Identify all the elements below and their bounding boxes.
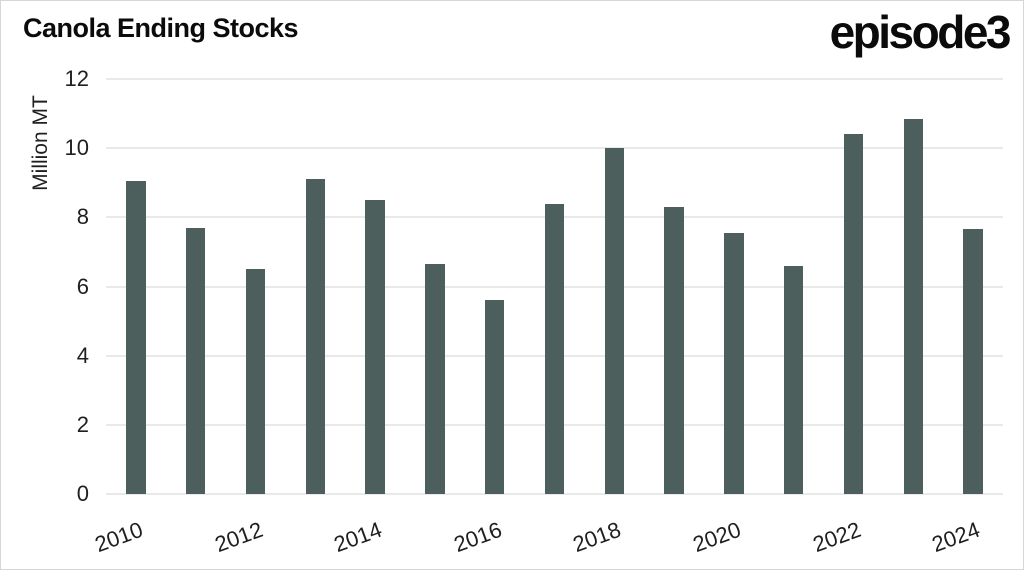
y-tick-label-12: 12 — [64, 66, 89, 91]
gridline-y-10 — [106, 147, 1003, 150]
x-tick-label-2012: 2012 — [211, 516, 266, 558]
bar-2016 — [484, 300, 505, 494]
episode3-logo: episode3 — [829, 6, 1012, 58]
bar-2021 — [783, 265, 804, 494]
y-tick-label-4: 4 — [76, 342, 89, 368]
bar-2014 — [365, 200, 385, 494]
x-tick-label-2010: 2010 — [91, 516, 146, 558]
bar-2020 — [724, 232, 744, 494]
bar-2015 — [425, 264, 445, 494]
bar-2011 — [185, 227, 206, 494]
y-tick-label-0: 0 — [76, 481, 89, 506]
bar-2022 — [843, 134, 864, 494]
gridline-y-0 — [106, 493, 1003, 495]
y-tick-label-2: 2 — [76, 411, 89, 437]
bar-2017 — [544, 203, 565, 494]
bar-2012 — [245, 269, 266, 494]
bar-2010 — [126, 181, 146, 494]
x-tick-label-2022: 2022 — [809, 516, 864, 558]
x-tick-label-2024: 2024 — [928, 516, 984, 558]
x-tick-label-2016: 2016 — [450, 516, 505, 558]
bar-2018 — [604, 148, 625, 494]
y-tick-label-6: 6 — [76, 273, 89, 299]
x-tick-label-2018: 2018 — [569, 516, 625, 558]
bar-2019 — [664, 206, 684, 494]
bar-2023 — [903, 118, 924, 494]
gridline-y-12 — [106, 78, 1003, 80]
x-tick-label-2014: 2014 — [330, 516, 386, 558]
y-tick-label-8: 8 — [76, 204, 89, 230]
bar-2024 — [963, 229, 983, 494]
y-tick-label-10: 10 — [64, 135, 89, 161]
x-tick-label-2020: 2020 — [689, 516, 744, 558]
bar-2013 — [305, 179, 326, 494]
chart-title: Canola Ending Stocks — [23, 13, 299, 43]
